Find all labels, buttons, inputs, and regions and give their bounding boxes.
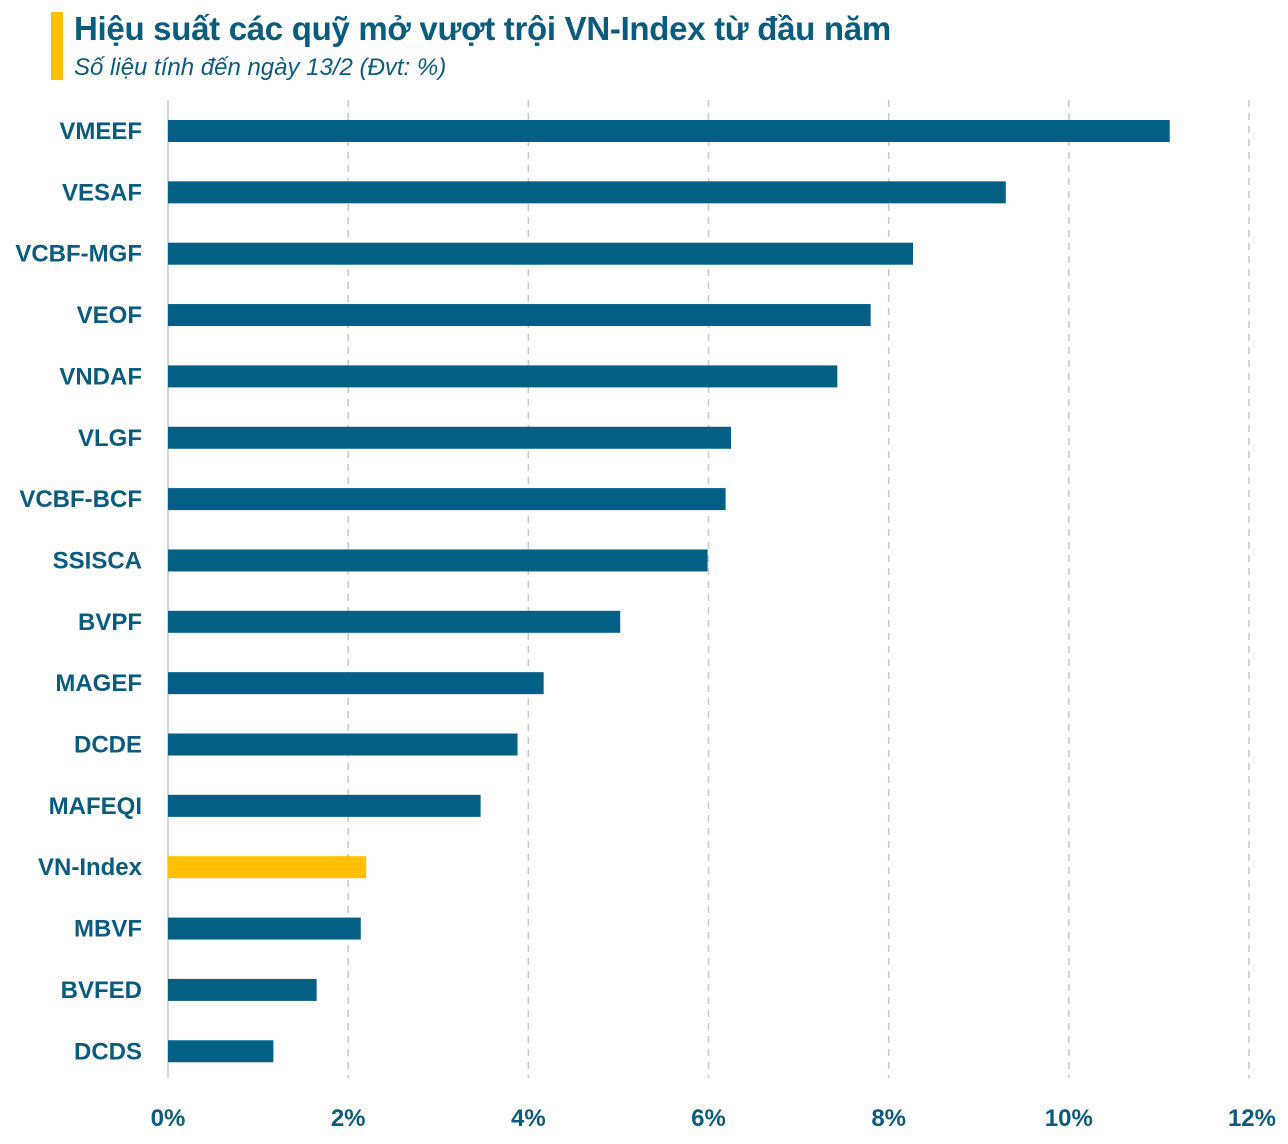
category-label-vcbf-mgf: VCBF-MGF: [15, 241, 142, 268]
bar-magef: [168, 672, 544, 695]
category-label-bvfed: BVFED: [61, 977, 142, 1004]
bar-ssisca: [168, 549, 708, 572]
category-label-dcds: DCDS: [74, 1038, 142, 1065]
x-tick-label-0: 0%: [151, 1105, 186, 1132]
bar-bvpf: [168, 610, 621, 633]
x-tick-label-6: 6%: [691, 1105, 726, 1132]
bar-bvfed: [168, 978, 317, 1001]
x-tick-label-12: 12%: [1228, 1105, 1276, 1132]
bar-dcde: [168, 733, 518, 756]
category-label-ssisca: SSISCA: [53, 547, 142, 574]
category-label-mafeqi: MAFEQI: [49, 793, 142, 820]
bar-vcbf-mgf: [168, 242, 913, 265]
title-accent-bar: [51, 12, 63, 80]
category-label-magef: MAGEF: [55, 670, 142, 697]
category-label-bvpf: BVPF: [78, 609, 142, 636]
category-label-vn-index: VN-Index: [38, 854, 143, 881]
bar-vlgf: [168, 426, 732, 449]
chart-subtitle: Số liệu tính đến ngày 13/2 (Đvt: %): [74, 54, 447, 81]
bar-vcbf-bcf: [168, 488, 726, 511]
category-label-vesaf: VESAF: [62, 179, 142, 206]
category-label-mbvf: MBVF: [74, 916, 142, 943]
x-tick-label-10: 10%: [1045, 1105, 1093, 1132]
bar-mbvf: [168, 917, 361, 940]
bar-mafeqi: [168, 794, 481, 817]
bar-vmeef: [168, 120, 1170, 142]
x-tick-label-2: 2%: [331, 1105, 366, 1132]
bar-vndaf: [168, 365, 838, 388]
x-tick-label-4: 4%: [511, 1105, 546, 1132]
bar-vesaf: [168, 181, 1006, 204]
category-label-vcbf-bcf: VCBF-BCF: [19, 486, 142, 513]
category-label-vmeef: VMEEF: [59, 118, 142, 145]
x-tick-label-8: 8%: [871, 1105, 906, 1132]
category-label-veof: VEOF: [77, 302, 142, 329]
chart-title: Hiệu suất các quỹ mở vượt trội VN-Index …: [74, 10, 891, 47]
category-label-vndaf: VNDAF: [59, 363, 142, 390]
bar-vn-index: [168, 856, 367, 879]
bar-veof: [168, 304, 871, 327]
category-label-dcde: DCDE: [74, 732, 142, 759]
bar-dcds: [168, 1040, 274, 1063]
category-label-vlgf: VLGF: [78, 425, 142, 452]
